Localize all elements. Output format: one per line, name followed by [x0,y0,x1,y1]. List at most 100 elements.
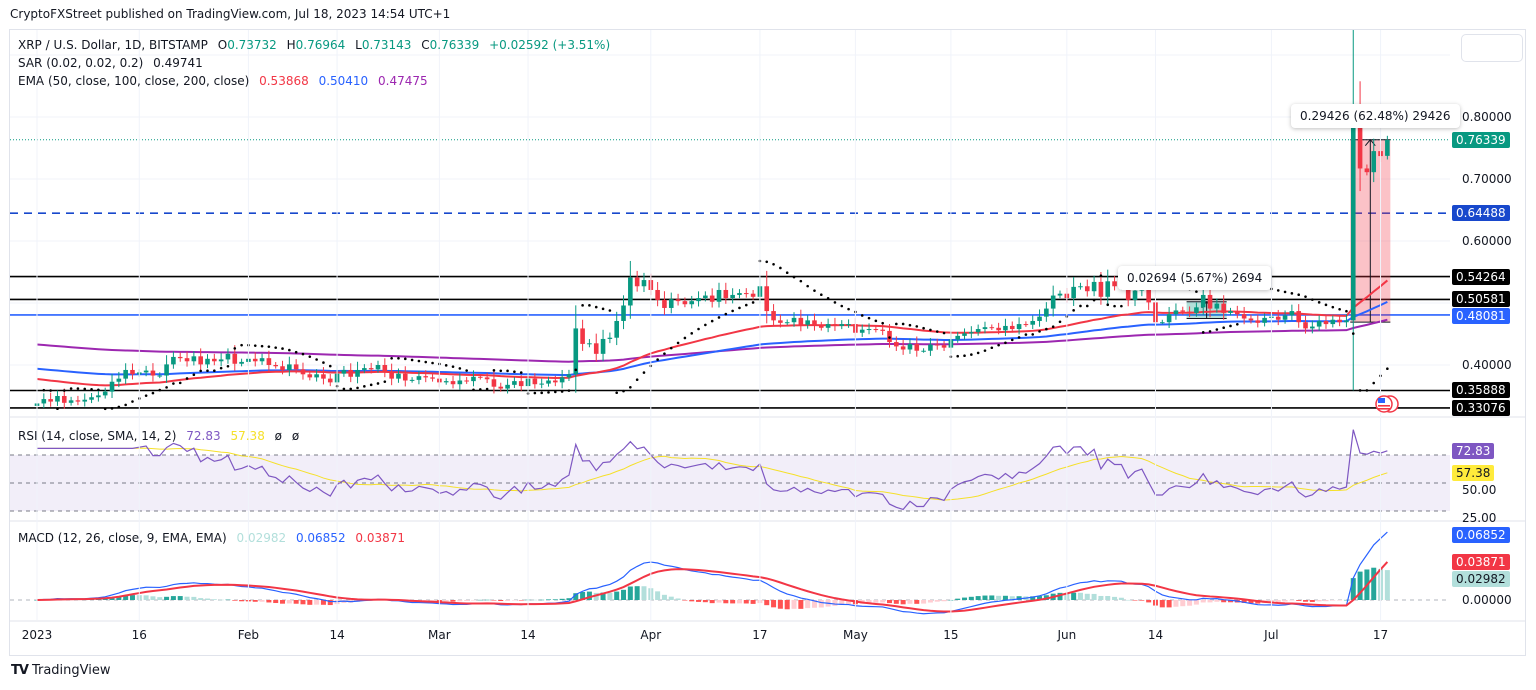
rsi-tick-label: 50.00 [1462,482,1497,497]
sar-dot [1038,330,1041,333]
candle-body [832,324,838,326]
sar-dot [874,319,878,323]
candle-body [273,365,278,367]
macd-histogram-bar [621,589,627,600]
sar-dot [833,301,837,304]
candle-body [266,358,272,365]
macd-histogram-bar [123,595,129,600]
candle-body [143,370,149,373]
sar-dot [738,306,741,310]
candle-body [382,365,388,372]
macd-histogram-bar [955,598,961,600]
candle-body [1282,315,1288,320]
sar-dot [417,359,421,363]
candle-body [252,358,258,362]
macd-value-badge: 0.06852 [1452,527,1510,543]
price-pane [10,30,1450,411]
symbol-title[interactable]: XRP / U.S. Dollar, 1D, BITSTAMP [18,38,208,52]
candle-body [628,277,633,306]
open-label: O [217,38,228,52]
sar-dot [288,348,291,352]
candle-body [866,329,872,331]
macd-histogram-bar [887,600,892,604]
candle-body [805,320,810,325]
sar-dot [206,369,209,373]
sar-dot [594,305,598,309]
macd-histogram-bar [1125,599,1131,601]
macd-histogram-bar [470,600,476,601]
macd-histogram-bar [232,600,238,601]
candle-body [314,374,319,378]
sar-dot [765,260,769,264]
macd-histogram-bar [1309,600,1315,602]
sar-dot [990,346,994,350]
candle-body [798,317,804,325]
sar-dot [867,316,871,320]
candle-body [1146,286,1151,303]
candle-body [969,332,974,334]
macd-histogram-bar [1180,600,1186,607]
macd-histogram-bar [600,592,606,600]
sar-dot [267,345,271,348]
price-range-label[interactable]: 0.29426 (62.48%) 29426 [1291,104,1460,128]
sar-dot [97,388,100,392]
candle-body [812,320,817,326]
sar-legend[interactable]: SAR (0.02, 0.02, 0.2) 0.49741 [18,56,209,70]
scale-settings-button[interactable] [1461,34,1523,62]
candle-body [662,299,667,308]
candle-body [1303,322,1308,329]
candle-body [1105,281,1111,297]
candle-body [730,294,735,299]
price-tick-label: 0.80000 [1462,110,1512,124]
macd-histogram-bar [164,596,170,600]
tradingview-logo-icon: TV [11,663,29,678]
time-tick-label: Jul [1264,628,1279,642]
macd-histogram-bar [157,597,163,600]
macd-histogram-bar [129,595,135,600]
candle-body [239,361,244,364]
sar-dot [642,371,646,374]
candle-body [205,358,210,365]
sar-dot [458,367,462,370]
macd-histogram-bar [552,599,558,600]
last-price-badge: 0.76339 [1452,131,1510,148]
sar-dot [560,390,564,393]
time-tick-label: 15 [943,628,959,642]
ema-legend[interactable]: EMA (50, close, 100, close, 200, close) … [18,74,434,88]
sar-dot [1351,332,1355,335]
macd-histogram-bar [1303,600,1309,602]
macd-line-value: 0.06852 [295,531,346,545]
macd-legend[interactable]: MACD (12, 26, close, 9, EMA, EMA) 0.0298… [18,531,411,545]
sar-dot [1365,389,1369,392]
macd-histogram-bar [511,600,517,601]
macd-histogram-bar [1077,592,1083,600]
price-tick-label: 0.60000 [1462,234,1512,248]
candle-body [130,369,135,375]
candle-body [593,343,599,354]
sar-dot [581,304,584,307]
candle-body [1385,139,1390,156]
candle-body [1160,322,1165,324]
level-price-badge: 0.48081 [1452,308,1510,325]
sar-dot [540,391,543,395]
macd-histogram-bar [641,586,647,600]
price-range-label[interactable]: 0.02694 (5.67%) 2694 [1118,266,1272,290]
flag-canton [1378,398,1385,403]
sar-dot [479,388,482,391]
symbol-legend: XRP / U.S. Dollar, 1D, BITSTAMP O0.73732… [18,38,616,52]
macd-histogram-bar [1166,600,1172,608]
sar-dot [724,312,728,316]
macd-histogram-bar [696,600,702,602]
candle-body [416,376,422,380]
candle-body [778,320,783,323]
rsi-legend[interactable]: RSI (14, close, SMA, 14, 2) 72.83 57.38 … [18,429,305,443]
macd-histogram-bar [866,600,872,604]
macd-histogram-bar [846,600,852,605]
close-value: 0.76339 [429,38,480,52]
sar-dot [165,386,168,389]
sar-dot [608,309,612,312]
rsi-tick-label: 25.00 [1462,511,1497,525]
sar-dot [144,394,148,397]
candle-body [1003,325,1008,331]
